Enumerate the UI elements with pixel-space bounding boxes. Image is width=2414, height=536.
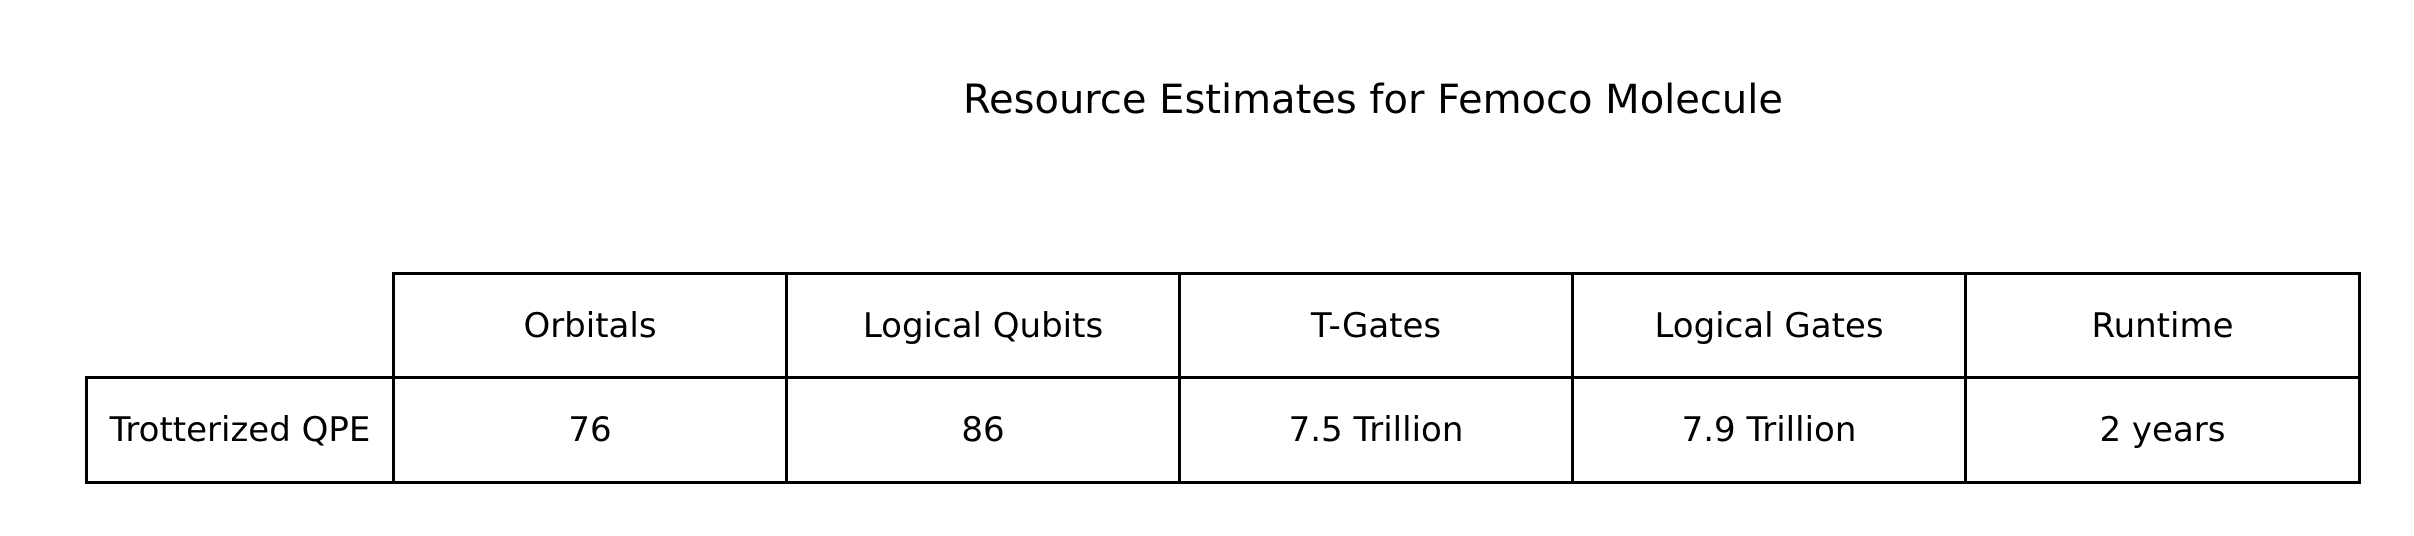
table-title: Resource Estimates for Femoco Molecule (963, 77, 1783, 123)
table-cell-runtime: 2 years (1964, 376, 2361, 484)
column-header-t-gates: T-Gates (1178, 272, 1574, 379)
column-header-logical-gates: Logical Gates (1571, 272, 1967, 379)
column-header-runtime: Runtime (1964, 272, 2361, 379)
table-cell-logical-qubits: 86 (785, 376, 1181, 484)
column-header-logical-qubits: Logical Qubits (785, 272, 1181, 379)
row-header-trotterized-qpe: Trotterized QPE (85, 376, 395, 484)
table-cell-logical-gates: 7.9 Trillion (1571, 376, 1967, 484)
table-cell-t-gates: 7.5 Trillion (1178, 376, 1574, 484)
table-cell-orbitals: 76 (392, 376, 788, 484)
column-header-orbitals: Orbitals (392, 272, 788, 379)
